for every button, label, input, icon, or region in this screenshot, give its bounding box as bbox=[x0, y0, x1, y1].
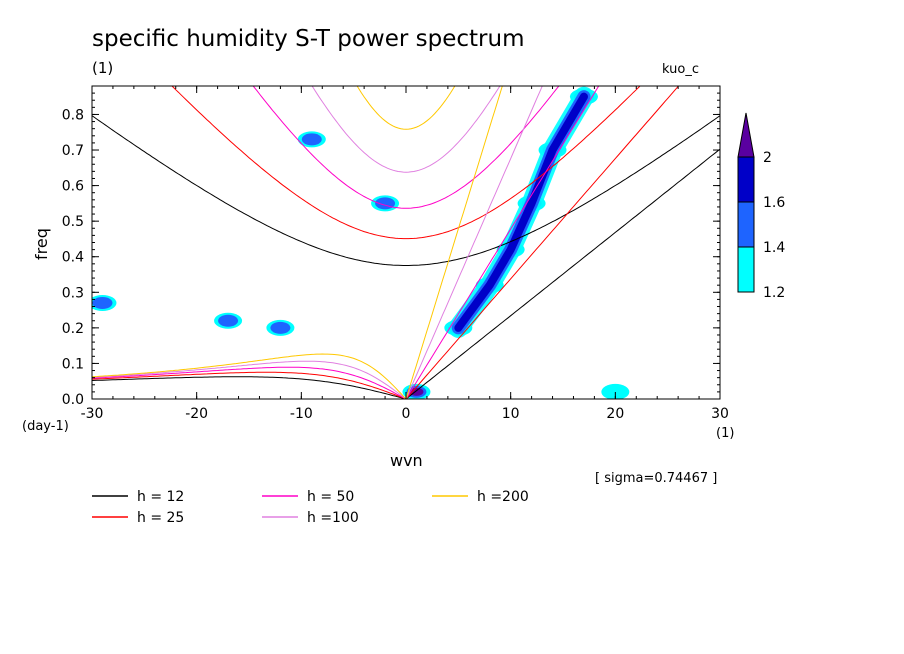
spectral-region-mid bbox=[218, 314, 239, 327]
chart-title: specific humidity S-T power spectrum bbox=[92, 26, 524, 52]
dispersion-curve-rossby bbox=[92, 371, 407, 399]
x-tick-label: 0 bbox=[402, 406, 411, 422]
y-tick-label: 0.2 bbox=[62, 321, 84, 337]
dispersion-curve-inertia-gravity bbox=[252, 86, 560, 209]
y-units-label: (day-1) bbox=[22, 419, 69, 434]
y-tick-label: 0.7 bbox=[62, 143, 84, 159]
y-tick-label: 0.3 bbox=[62, 285, 84, 301]
x-tick-label: -20 bbox=[185, 406, 208, 422]
spectral-region-outer bbox=[601, 383, 630, 399]
plot-area bbox=[92, 86, 720, 399]
y-axis-label: freq bbox=[32, 228, 51, 260]
units-label: (1) bbox=[92, 59, 113, 77]
dispersion-curve-rossby bbox=[92, 366, 407, 399]
colorbar-extend-arrow bbox=[737, 112, 755, 158]
x-tick-label: 30 bbox=[711, 406, 729, 422]
dispersion-curve-kelvin bbox=[405, 86, 503, 399]
y-tick-label: 0.1 bbox=[62, 356, 84, 372]
x-tick-label: -30 bbox=[81, 406, 104, 422]
dispersion-curve-inertia-gravity bbox=[311, 86, 501, 173]
dispersion-curve-rossby bbox=[92, 353, 407, 399]
legend-label: h =100 bbox=[307, 510, 359, 526]
y-tick-label: 0.0 bbox=[62, 392, 84, 408]
legend-label: h = 50 bbox=[307, 489, 354, 505]
spectral-region-mid bbox=[301, 133, 322, 146]
y-tick-label: 0.6 bbox=[62, 179, 84, 195]
dispersion-curve-inertia-gravity bbox=[356, 86, 456, 130]
x-axis-label: wvn bbox=[390, 451, 423, 470]
dispersion-curve-kelvin bbox=[405, 148, 720, 399]
dispersion-curve-rossby bbox=[92, 360, 407, 399]
dispersion-curve-inertia-gravity bbox=[171, 86, 641, 240]
model-label: kuo_c bbox=[662, 62, 699, 77]
dispersion-curve-kelvin bbox=[405, 86, 543, 399]
x-tick-label: 10 bbox=[502, 406, 520, 422]
colorbar-segment bbox=[737, 246, 755, 293]
sigma-label: [ sigma=0.74467 ] bbox=[595, 471, 717, 486]
dispersion-curve-kelvin bbox=[405, 86, 600, 399]
spectral-region-mid bbox=[270, 321, 291, 334]
dispersion-curve-kelvin bbox=[405, 86, 680, 399]
plot-inner bbox=[92, 86, 720, 399]
colorbar: 1.2 1.4 1.6 2 bbox=[737, 112, 785, 301]
y-tick-label: 0.4 bbox=[62, 250, 84, 266]
x-tick-label: 20 bbox=[606, 406, 624, 422]
legend-label: h = 12 bbox=[137, 489, 184, 505]
y-tick-label: 0.5 bbox=[62, 214, 84, 230]
colorbar-segment bbox=[737, 156, 755, 203]
kelvin-ridge-core bbox=[454, 92, 588, 332]
legend-label: h = 25 bbox=[137, 510, 184, 526]
colorbar-label: 1.6 bbox=[763, 195, 785, 211]
axes: -30 -20 -10 0 10 20 30 0.0 0.1 0.2 0.3 0.4 0.5 0.6 0.7… bbox=[62, 85, 729, 422]
legend: h = 12 h = 25 h = 50 h =100 h =200 bbox=[92, 489, 529, 526]
legend-label: h =200 bbox=[477, 489, 529, 505]
spectral-region-mid bbox=[92, 296, 113, 309]
colorbar-label: 1.4 bbox=[763, 240, 785, 256]
colorbar-label: 1.2 bbox=[763, 285, 785, 301]
dispersion-curve-rossby bbox=[92, 376, 407, 399]
y-tick-label: 0.8 bbox=[62, 107, 84, 123]
x-units-label: (1) bbox=[716, 426, 734, 441]
colorbar-segment bbox=[737, 201, 755, 248]
x-tick-label: -10 bbox=[290, 406, 313, 422]
plot-frame bbox=[91, 85, 721, 400]
dispersion-curve-inertia-gravity bbox=[92, 115, 720, 266]
colorbar-label: 2 bbox=[763, 150, 772, 166]
